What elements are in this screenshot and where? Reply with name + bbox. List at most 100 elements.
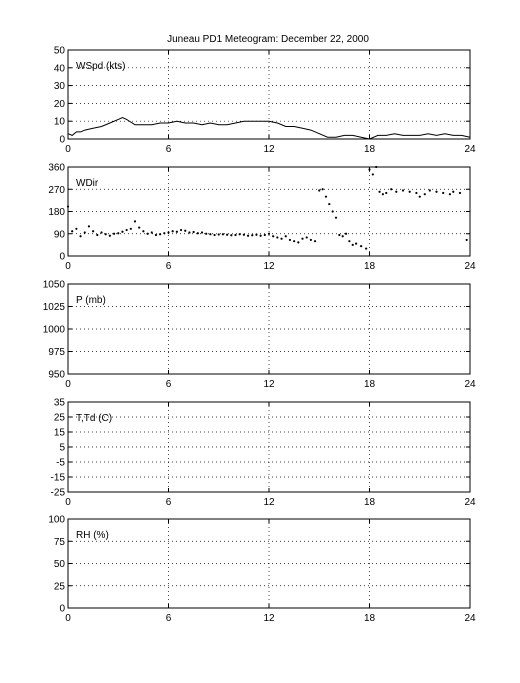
pressure-ytick-label: 975	[48, 347, 65, 358]
wdir-data-point	[309, 238, 312, 242]
wdir-data-point	[226, 233, 229, 236]
wdir-data-point	[71, 230, 74, 233]
wdir-data-point	[276, 236, 279, 239]
temperature-xtick-label: 12	[263, 497, 275, 508]
wdir-data-point	[423, 193, 426, 196]
pressure-ytick-label: 1025	[43, 302, 66, 313]
temperature-panel: 0 6 12 18 24 -25 -15 -5 5 15 25 35 T,Td (C)	[51, 398, 476, 509]
temperature-ytick-label: 25	[54, 413, 66, 424]
temperature-ytick-label: -25	[51, 488, 66, 499]
wdir-data-point	[328, 202, 331, 206]
rh-xtick-label: 18	[364, 613, 376, 624]
wdir-data-point	[230, 234, 233, 237]
rh-ytick-label: 100	[48, 515, 65, 526]
wdir-data-point	[293, 240, 296, 243]
wspd-xtick-label: 18	[364, 144, 376, 155]
pressure-ytick-label: 1000	[43, 325, 66, 336]
wspd-xtick-label: 6	[166, 144, 172, 155]
wdir-data-point	[167, 231, 170, 234]
wdir-data-point	[75, 227, 78, 230]
wspd-panel: 0 6 12 18 24 0 10 20 30 40 50 WSpd (kts)	[54, 46, 476, 156]
wdir-data-point	[297, 241, 300, 244]
wdir-ytick-label: 270	[48, 185, 65, 196]
wdir-data-point	[267, 232, 271, 235]
wdir-data-point	[138, 226, 141, 229]
wspd-ytick-label: 50	[54, 46, 66, 57]
temperature-ytick-label: -15	[51, 473, 66, 484]
wdir-data-point	[263, 233, 266, 237]
wdir-data-point	[146, 232, 149, 235]
wdir-xtick-label: 6	[166, 261, 172, 272]
wspd-ytick-label: 20	[54, 99, 66, 110]
pressure-xtick-label: 6	[166, 379, 172, 390]
wdir-data-point	[117, 232, 120, 235]
wdir-data-point	[331, 210, 334, 213]
wdir-data-point	[355, 242, 358, 245]
wdir-xtick-label: 18	[364, 261, 376, 272]
wdir-data-point	[205, 232, 208, 235]
temperature-ytick-label: -5	[56, 458, 65, 469]
wdir-data-point	[360, 245, 363, 248]
wdir-panel: 0 6 12 18 24 0 90 180 270 360 WDir	[48, 163, 476, 273]
wdir-data-point	[448, 193, 451, 196]
wdir-data-point	[395, 190, 398, 193]
wdir-data-point	[251, 234, 254, 237]
wdir-data-point	[96, 233, 99, 237]
wdir-data-point	[348, 240, 351, 243]
rh-ytick-label: 25	[54, 581, 66, 592]
wdir-data-point	[435, 190, 438, 193]
temperature-panel-label: T,Td (C)	[76, 413, 112, 424]
wdir-data-point	[401, 189, 405, 192]
rh-xtick-label: 12	[263, 613, 275, 624]
wdir-data-point	[221, 233, 225, 236]
pressure-xtick-label: 24	[464, 379, 476, 390]
wdir-data-point	[154, 233, 158, 237]
wdir-data-point	[465, 238, 468, 242]
wdir-data-point	[313, 240, 317, 243]
temperature-ytick-label: 15	[54, 428, 66, 439]
wspd-panel-label: WSpd (kts)	[76, 61, 125, 72]
rh-xtick-label: 6	[166, 613, 172, 624]
wdir-ytick-label: 90	[54, 229, 66, 240]
wspd-series-line	[67, 117, 471, 140]
wdir-data-point	[428, 189, 431, 192]
rh-xtick-label: 24	[464, 613, 476, 624]
rh-panel: 0 6 12 18 24 0 25 50 75 100 RH (%)	[48, 515, 476, 625]
wdir-data-point	[408, 190, 411, 193]
wdir-data-point	[318, 189, 321, 192]
wdir-data-point	[351, 243, 354, 246]
pressure-panel: 0 6 12 18 24 950 975 1000 1025 1050 P (mb)	[43, 280, 476, 391]
wdir-data-point	[133, 220, 137, 223]
wdir-data-point	[344, 232, 348, 235]
wdir-data-point	[234, 233, 237, 237]
temperature-ytick-label: 35	[54, 398, 66, 409]
wdir-data-point	[108, 234, 111, 237]
wdir-data-point	[338, 233, 341, 237]
pressure-xtick-label: 12	[263, 379, 275, 390]
wdir-data-point	[171, 230, 174, 233]
wdir-data-point	[192, 230, 195, 234]
wdir-data-point	[179, 228, 183, 232]
wdir-data-point	[242, 233, 245, 236]
wdir-data-point	[365, 247, 368, 250]
figure-title: Juneau PD1 Meteogram: December 22, 2000	[167, 34, 369, 45]
wspd-ytick-label: 10	[54, 117, 66, 128]
wdir-data-point	[390, 188, 393, 191]
wdir-data-point	[255, 233, 258, 236]
wdir-data-point	[324, 195, 328, 198]
wdir-data-point	[284, 235, 287, 238]
wspd-ytick-label: 30	[54, 81, 66, 92]
wdir-xtick-label: 0	[65, 261, 71, 272]
wdir-data-point	[415, 191, 418, 195]
temperature-xtick-label: 18	[364, 497, 376, 508]
wdir-data-point	[246, 234, 250, 237]
pressure-panel-label: P (mb)	[76, 295, 106, 306]
wdir-data-point	[159, 233, 162, 236]
wdir-data-point	[238, 233, 241, 236]
wdir-data-point	[142, 230, 145, 233]
wdir-data-point	[321, 188, 324, 191]
wdir-data-point	[184, 229, 187, 232]
wspd-xtick-label: 0	[65, 144, 71, 155]
